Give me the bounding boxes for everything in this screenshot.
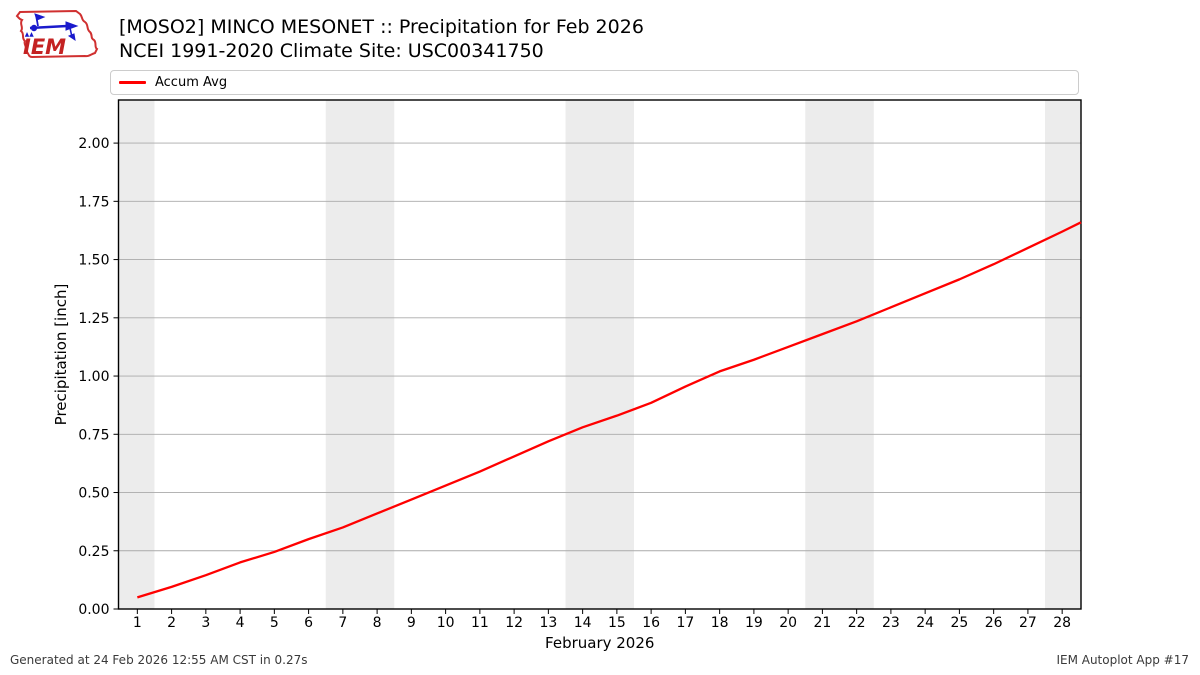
y-tick-label: 0.75 [78,427,109,443]
x-tick-label: 22 [848,615,866,631]
weekend-band [325,100,395,609]
x-tick-label: 26 [985,615,1003,631]
x-tick-label: 18 [711,615,729,631]
y-tick-label: 0.50 [78,486,109,502]
y-tick-label: 0.25 [78,544,109,560]
y-tick-label: 2.00 [78,136,109,152]
chart-title: [MOSO2] MINCO MESONET :: Precipitation f… [119,16,644,38]
legend-label: Accum Avg [155,75,228,90]
x-tick-label: 10 [437,615,455,631]
y-tick-label: 1.75 [78,194,109,210]
x-tick-label: 28 [1053,615,1071,631]
plot-border [117,99,1082,610]
y-axis-label: Precipitation [inch] [52,284,70,426]
weekend-band [1045,100,1081,609]
x-tick-label: 21 [813,615,831,631]
x-tick-label: 20 [779,615,797,631]
chart-subtitle: NCEI 1991-2020 Climate Site: USC00341750 [119,40,544,62]
app-credit: IEM Autoplot App #17 [1056,653,1189,667]
y-tick-label: 1.00 [78,369,109,385]
x-tick-label: 7 [338,615,347,631]
iem-logo: IEM [15,9,99,59]
weather-vane-icon [24,13,79,42]
x-axis-label: February 2026 [545,634,654,652]
accum-avg-line [137,221,1082,599]
x-tick-label: 5 [270,615,279,631]
legend-line-swatch [119,81,146,84]
legend: Accum Avg [110,70,1079,95]
x-tick-label: 16 [642,615,660,631]
weekend-band [118,100,155,609]
weekend-band [565,100,635,609]
x-tick-label: 2 [167,615,176,631]
x-tick-label: 4 [236,615,245,631]
x-tick-label: 8 [373,615,382,631]
generated-timestamp: Generated at 24 Feb 2026 12:55 AM CST in… [10,653,308,667]
x-tick-label: 13 [539,615,557,631]
x-tick-label: 3 [201,615,210,631]
x-tick-label: 15 [608,615,626,631]
x-tick-label: 11 [471,615,489,631]
y-tick-label: 1.25 [78,311,109,327]
x-tick-label: 17 [676,615,694,631]
iem-logo-text: IEM [23,35,66,59]
x-tick-label: 23 [882,615,900,631]
y-tick-label: 0.00 [78,602,109,618]
x-tick-label: 12 [505,615,523,631]
x-tick-label: 27 [1019,615,1037,631]
y-tick-label: 1.50 [78,253,109,269]
x-tick-label: 1 [133,615,142,631]
x-tick-label: 24 [916,615,934,631]
x-tick-label: 19 [745,615,763,631]
title-block: [MOSO2] MINCO MESONET :: Precipitation f… [119,15,644,63]
x-tick-label: 25 [950,615,968,631]
weekend-band [805,100,874,609]
x-tick-label: 14 [574,615,592,631]
x-tick-label: 9 [407,615,416,631]
x-tick-label: 6 [304,615,313,631]
